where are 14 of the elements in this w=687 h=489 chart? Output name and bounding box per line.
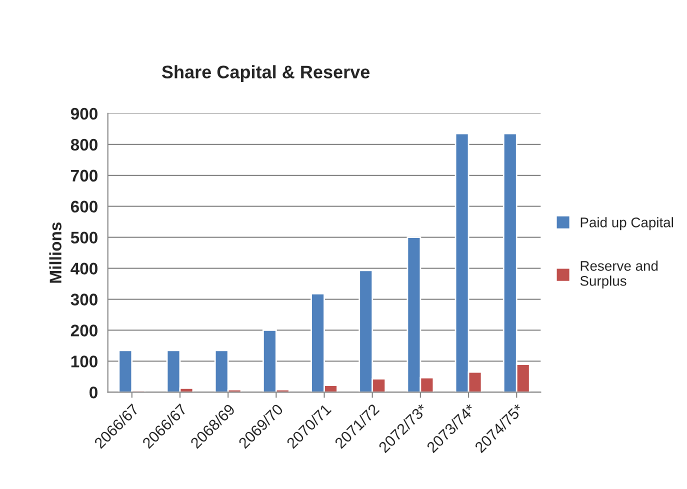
y-tick-label: 400 — [70, 262, 98, 274]
y-tick-label: 900 — [70, 108, 98, 120]
y-tick-label: 0 — [90, 386, 98, 398]
y-tick-label: 300 — [70, 294, 98, 306]
y-tick-label: 200 — [70, 324, 98, 336]
legend-label: Reserve and Surplus — [580, 260, 658, 289]
legend-label: Paid up Capital — [580, 217, 673, 230]
y-tick-label: 500 — [70, 232, 98, 244]
y-tick-label: 600 — [70, 200, 98, 213]
y-tick-label: 800 — [70, 138, 98, 151]
y-tick-label: 700 — [71, 170, 98, 182]
y-tick-label: 100 — [71, 356, 98, 368]
chart-title: Share Capital & Reserve — [162, 65, 370, 82]
y-axis-title: Millions — [49, 222, 62, 283]
